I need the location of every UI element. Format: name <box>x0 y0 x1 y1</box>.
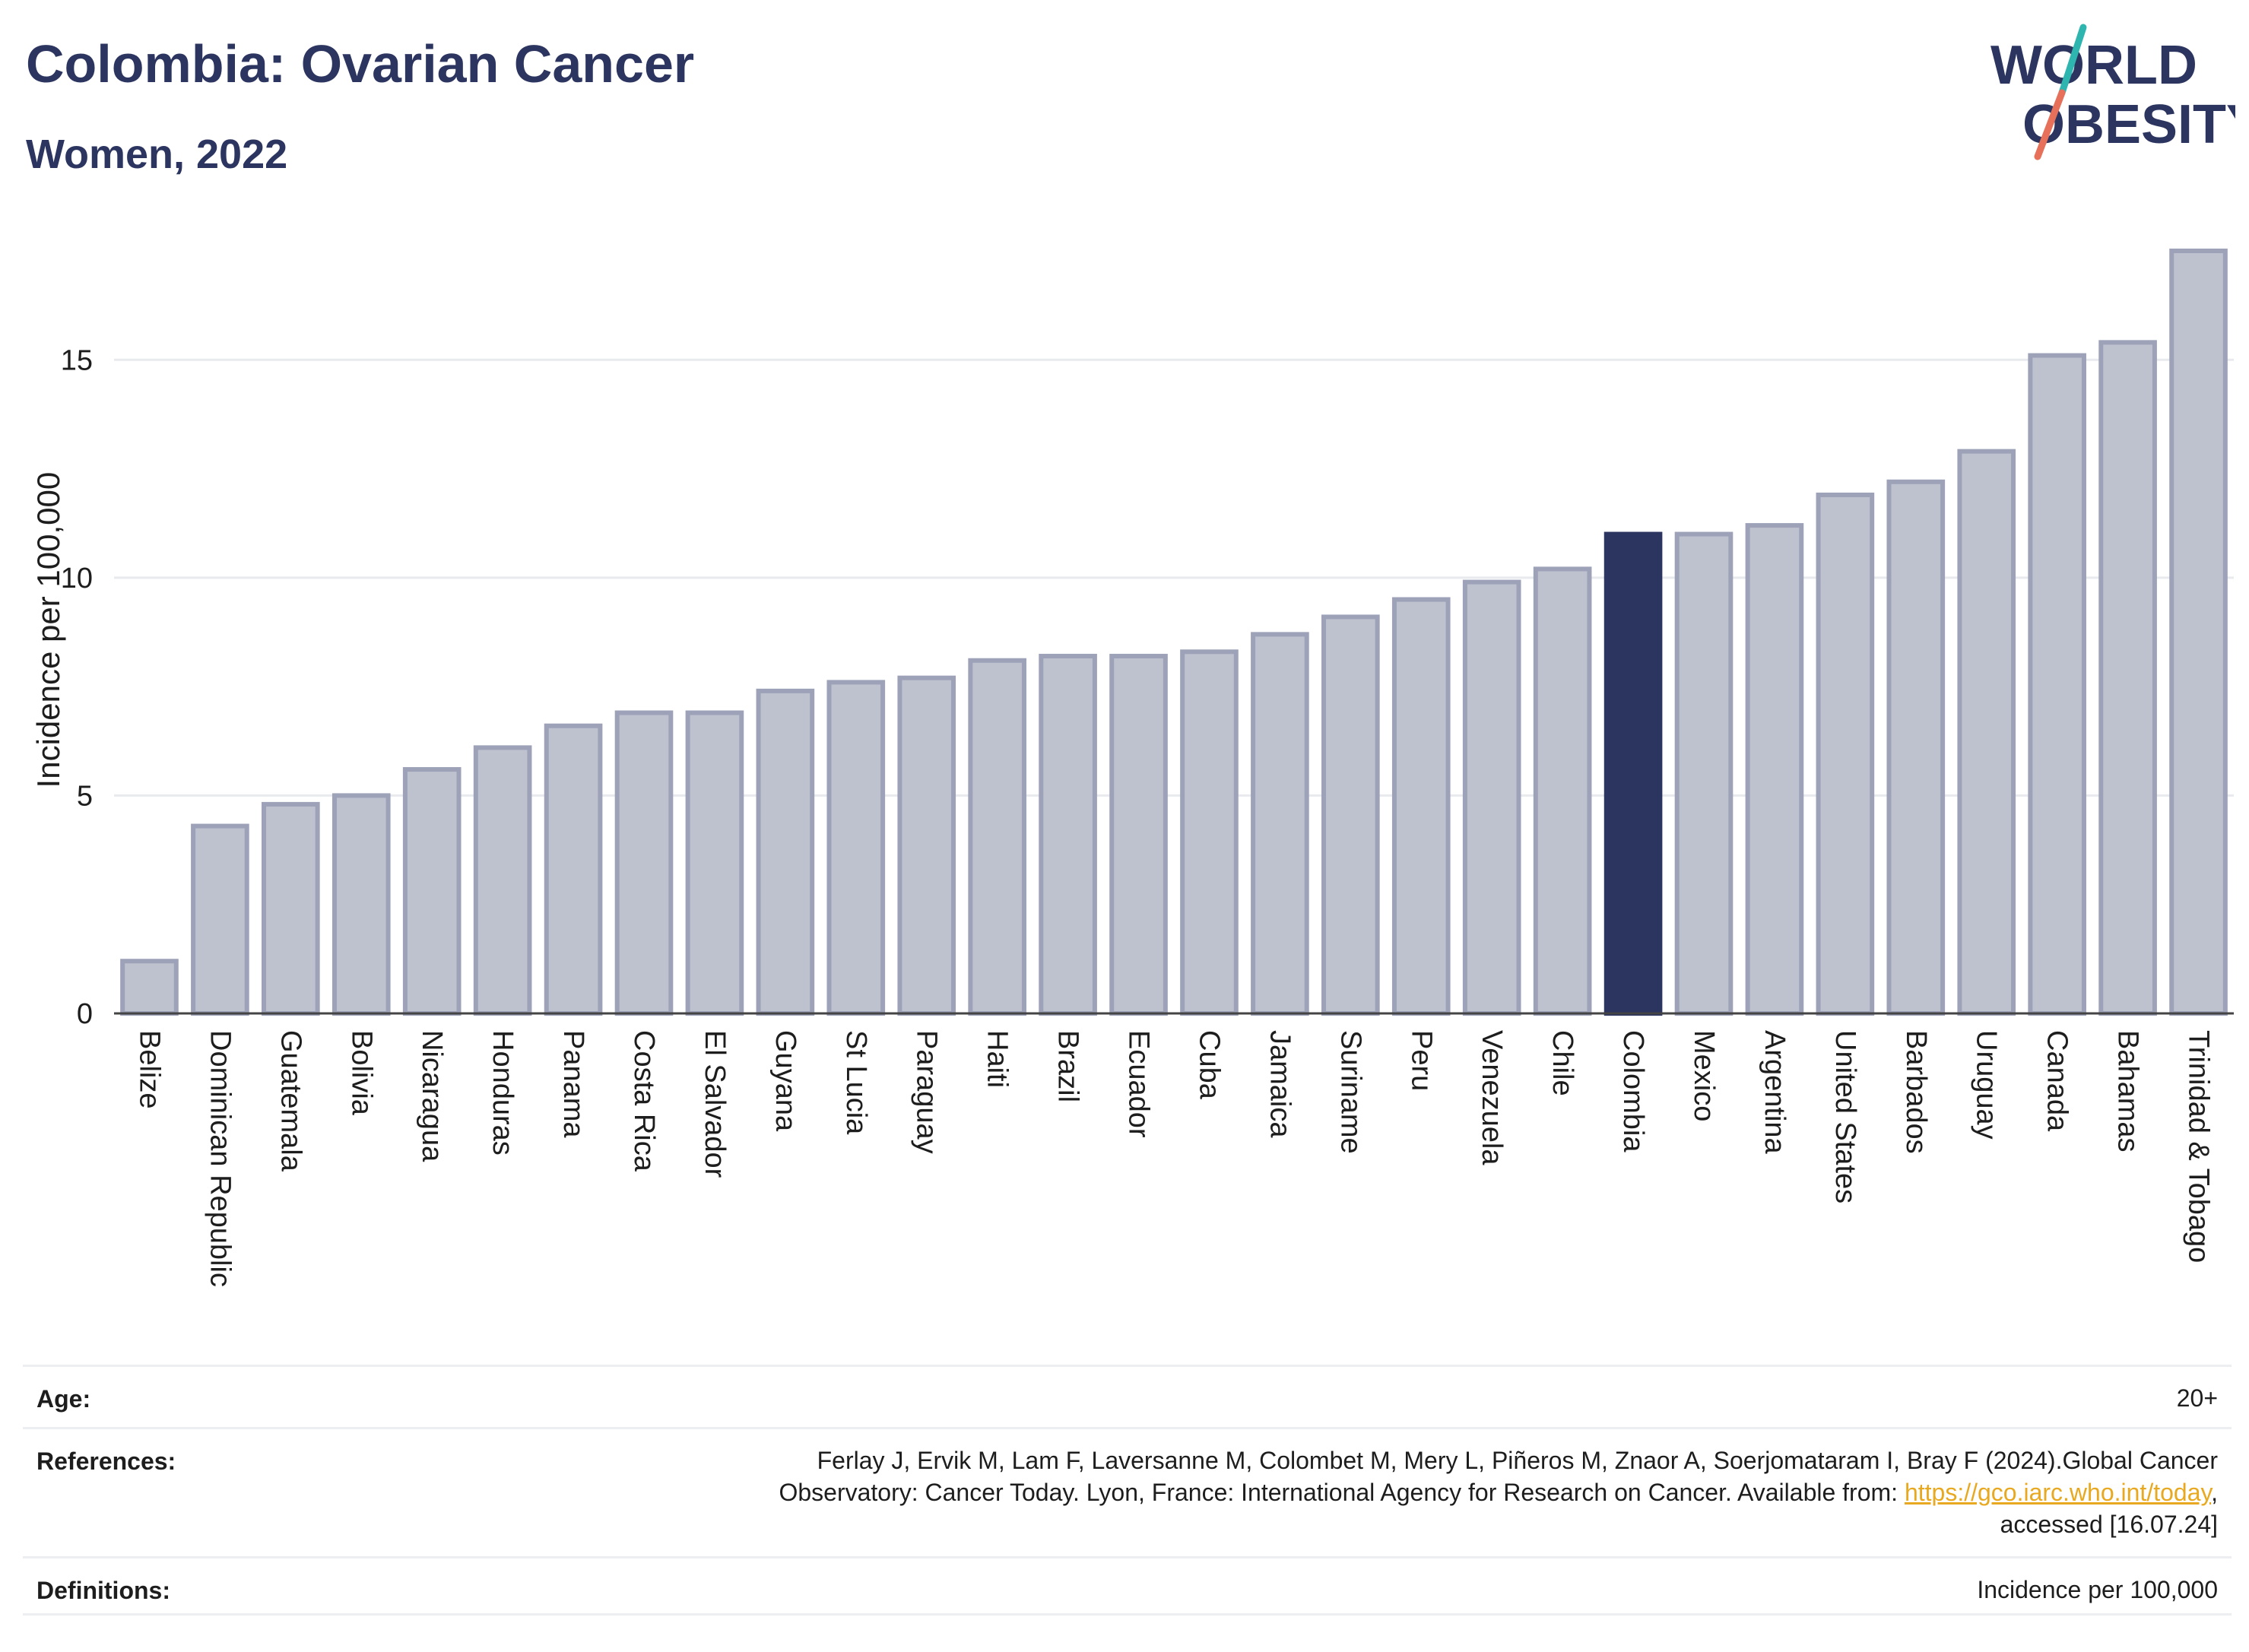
x-tick-label: Honduras <box>487 1030 519 1156</box>
references-line2-end: , <box>2211 1479 2218 1506</box>
bar-el-salvador <box>685 710 744 1016</box>
grid-layer <box>114 358 2234 797</box>
bar-st-lucia <box>826 680 886 1016</box>
bar-bahamas <box>2098 340 2157 1016</box>
age-value: 20+ <box>2176 1384 2218 1412</box>
bar-nicaragua <box>402 767 462 1016</box>
bar-belize <box>120 959 179 1016</box>
references-line2: Observatory: Cancer Today. Lyon, France:… <box>779 1476 2218 1508</box>
bar-venezuela <box>1462 579 1521 1016</box>
x-tick-label: Bolivia <box>345 1030 377 1116</box>
definitions-value: Incidence per 100,000 <box>1977 1576 2218 1603</box>
bar-ecuador <box>1109 654 1168 1016</box>
bar-suriname <box>1321 614 1380 1016</box>
bar-costa-rica <box>614 710 674 1016</box>
x-tick-label: Mexico <box>1688 1030 1720 1121</box>
x-tick-label: El Salvador <box>699 1030 731 1178</box>
bar-canada <box>2028 353 2086 1016</box>
bar-barbados <box>1886 479 1946 1016</box>
x-tick-label: Argentina <box>1759 1030 1791 1155</box>
bar-mexico <box>1674 531 1734 1016</box>
x-tick-label: Guyana <box>769 1030 801 1132</box>
x-tick-label: St Lucia <box>840 1030 872 1135</box>
bar-layer <box>120 249 2228 1016</box>
bar-cuba <box>1180 649 1239 1016</box>
bar-united-states <box>1816 492 1875 1016</box>
x-tick-label: Peru <box>1405 1030 1437 1091</box>
x-tick-label: Uruguay <box>1971 1030 2003 1140</box>
x-tick-label: Dominican Republic <box>204 1030 236 1287</box>
bar-chile <box>1533 566 1592 1016</box>
bar-brazil <box>1039 654 1097 1016</box>
bar-guatemala <box>262 801 320 1016</box>
x-tick-label: Ecuador <box>1123 1030 1155 1138</box>
bar-colombia <box>1603 531 1663 1016</box>
bar-uruguay <box>1957 449 2016 1016</box>
x-tick-label: Nicaragua <box>416 1030 448 1162</box>
y-axis-label: Incidence per 100,000 <box>30 472 66 788</box>
meta-row-definitions: Definitions: Incidence per 100,000 <box>23 1556 2232 1615</box>
references-line2-text: Observatory: Cancer Today. Lyon, France:… <box>779 1479 1905 1506</box>
references-line1: Ferlay J, Ervik M, Lam F, Laversanne M, … <box>817 1447 2218 1474</box>
x-tick-label: Colombia <box>1617 1030 1649 1153</box>
x-tick-label: Jamaica <box>1264 1030 1296 1138</box>
bar-trinidad-tobago <box>2169 249 2228 1016</box>
x-tick-label: Brazil <box>1052 1030 1084 1102</box>
x-tick-label: Costa Rica <box>628 1030 660 1172</box>
bar-bolivia <box>331 793 391 1016</box>
x-tick-label: Venezuela <box>1476 1030 1508 1165</box>
bar-chart: 0 5 10 15 Incidence per 100,000 Belize Dominic… <box>30 249 2234 1287</box>
x-tick-label: Haiti <box>982 1030 1013 1088</box>
x-tick-label: Trinidad & Tobago <box>2183 1030 2215 1263</box>
bar-jamaica <box>1251 632 1309 1016</box>
x-tick-label: Barbados <box>1900 1030 1932 1154</box>
x-tick-label: Canada <box>2041 1030 2073 1132</box>
bar-peru <box>1391 597 1451 1016</box>
meta-row-references: References: Ferlay J, Ervik M, Lam F, La… <box>23 1427 2232 1557</box>
y-tick-label: 0 <box>77 998 93 1030</box>
logo-slash-coral <box>2034 89 2066 160</box>
y-tick-label: 15 <box>61 344 93 376</box>
x-tick-label: Belize <box>133 1030 165 1109</box>
x-tick-label: Paraguay <box>911 1030 943 1154</box>
bar-honduras <box>473 745 532 1016</box>
bar-panama <box>544 723 603 1016</box>
x-tick-label: Cuba <box>1193 1030 1225 1100</box>
x-tick-label: Suriname <box>1334 1030 1366 1154</box>
meta-row-age: Age: 20+ <box>23 1365 2232 1428</box>
y-tick-label: 5 <box>77 780 93 812</box>
x-tick-label: Bahamas <box>2112 1030 2144 1153</box>
bar-argentina <box>1745 523 1804 1016</box>
label-layer: 0 5 10 15 Incidence per 100,000 Belize Dominic… <box>30 344 2215 1287</box>
x-tick-label: United States <box>1829 1030 1861 1203</box>
references-line3: accessed [16.07.24] <box>2000 1511 2218 1538</box>
meta-divider-bottom <box>23 1613 2232 1616</box>
page-subtitle: Women, 2022 <box>26 132 288 177</box>
world-obesity-logo: WORLD OBESITY <box>1990 24 2235 160</box>
y-tick-label: 10 <box>61 563 93 595</box>
references-text: Ferlay J, Ervik M, Lam F, Laversanne M, … <box>779 1444 2218 1540</box>
logo-line1: WORLD <box>1990 35 2197 96</box>
references-label: References: <box>36 1447 176 1475</box>
logo-slash-teal <box>2058 24 2087 97</box>
x-tick-label: Panama <box>557 1030 589 1138</box>
references-link[interactable]: https://gco.iarc.who.int/today <box>1904 1479 2212 1506</box>
age-label: Age: <box>36 1385 91 1413</box>
bar-haiti <box>968 658 1026 1016</box>
bar-guyana <box>756 688 815 1016</box>
bar-dominican-republic <box>191 823 249 1016</box>
page-title: Colombia: Ovarian Cancer <box>26 34 695 94</box>
x-tick-label: Guatemala <box>274 1030 306 1172</box>
definitions-label: Definitions: <box>36 1577 170 1604</box>
bar-paraguay <box>897 675 956 1016</box>
x-tick-label: Chile <box>1546 1030 1578 1096</box>
